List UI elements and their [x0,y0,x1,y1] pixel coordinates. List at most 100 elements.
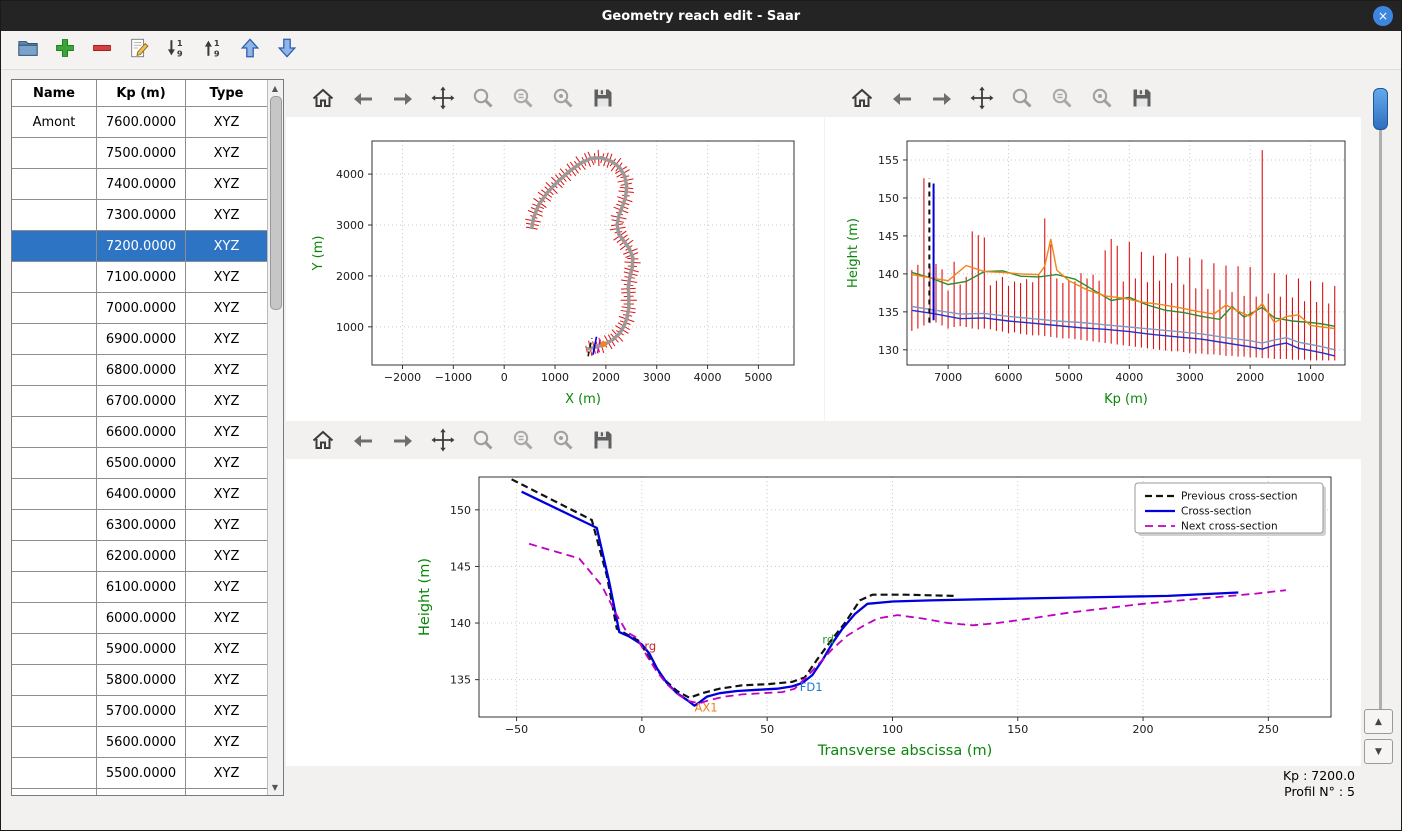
forward-button[interactable] [927,83,957,113]
cell-name: Amont [12,107,97,137]
svg-text:2000: 2000 [592,371,620,384]
cell-kp: 7100.0000 [97,262,186,292]
status-readout: Kp : 7200.0 Profil N° : 5 [1283,768,1355,799]
open-file-icon [17,37,39,63]
cell-name [12,789,97,795]
zoom-button[interactable] [468,83,498,113]
cell-name [12,510,97,540]
scrollbar-down-icon[interactable]: ▼ [271,782,279,792]
table-row[interactable]: 6200.0000 XYZ [12,541,268,572]
zoom-button[interactable] [468,425,498,455]
back-button[interactable] [348,83,378,113]
subplots-button[interactable] [508,83,538,113]
svg-text:0: 0 [638,723,645,736]
table-row[interactable]: 6800.0000 XYZ [12,355,268,386]
longitudinal-profile-plot[interactable]: 7000 6000 5000 4000 3000 2000 1000 130 135 140 145… [825,117,1361,421]
save-button[interactable] [588,83,618,113]
cell-type: XYZ [186,603,268,633]
home-button[interactable] [308,425,338,455]
edit-cross-section-button[interactable] [126,37,152,63]
profile-plot-toolbar [825,79,1383,117]
table-scrollbar-thumb[interactable] [270,96,282,310]
table-row[interactable]: 7100.0000 XYZ [12,262,268,293]
down-arrow-icon: ▼ [1375,746,1382,757]
cell-type: XYZ [186,231,268,261]
subplots-button[interactable] [508,425,538,455]
pan-icon [970,86,994,110]
home-button[interactable] [847,83,877,113]
table-row[interactable]: 6100.0000 XYZ [12,572,268,603]
zoom-button[interactable] [1007,83,1037,113]
customize-button[interactable] [548,83,578,113]
close-icon: × [1377,9,1389,23]
customize-button[interactable] [1087,83,1117,113]
table-row[interactable]: 6000.0000 XYZ [12,603,268,634]
cell-kp: 5900.0000 [97,634,186,664]
cell-name [12,386,97,416]
table-row[interactable]: 6600.0000 XYZ [12,417,268,448]
table-row[interactable]: 6900.0000 XYZ [12,324,268,355]
profile-slider-thumb[interactable] [1373,88,1388,130]
table-header-row: Name Kp (m) Type [12,80,268,107]
cell-kp: 7000.0000 [97,293,186,323]
subplots-button[interactable] [1047,83,1077,113]
table-row[interactable]: 5500.0000 XYZ [12,758,268,789]
column-header-name[interactable]: Name [12,80,97,106]
home-icon [850,86,874,110]
table-row[interactable]: 5700.0000 XYZ [12,696,268,727]
table-row[interactable]: 7500.0000 XYZ [12,138,268,169]
add-cross-section-button[interactable] [52,37,78,63]
save-icon [1130,86,1154,110]
table-row[interactable]: 5600.0000 XYZ [12,727,268,758]
table-row[interactable]: 7300.0000 XYZ [12,200,268,231]
pan-button[interactable] [967,83,997,113]
previous-profile-button[interactable]: ▲ [1364,709,1393,734]
svg-text:50: 50 [760,723,774,736]
table-row[interactable]: 7200.0000 XYZ [12,231,268,262]
back-button[interactable] [348,425,378,455]
table-row[interactable]: 6700.0000 XYZ [12,386,268,417]
forward-button[interactable] [388,425,418,455]
move-up-button[interactable] [237,37,263,63]
subplots-icon [511,86,535,110]
save-button[interactable] [588,425,618,455]
cell-type: XYZ [186,758,268,788]
back-button[interactable] [887,83,917,113]
column-header-type[interactable]: Type [186,80,268,106]
remove-cross-section-button[interactable] [89,37,115,63]
save-button[interactable] [1127,83,1157,113]
profile-slider-track[interactable] [1379,89,1382,711]
cell-type: XYZ [186,355,268,385]
table-row[interactable]: 6500.0000 XYZ [12,448,268,479]
pan-button[interactable] [428,83,458,113]
table-row[interactable]: 5800.0000 XYZ [12,665,268,696]
svg-text:135: 135 [450,674,471,687]
customize-button[interactable] [548,425,578,455]
plan-view-plot[interactable]: −2000 −1000 0 1000 2000 3000 4000 5000 1000 2000 3… [286,117,824,421]
plan-plot-toolbar [286,79,846,117]
cross-section-plot[interactable]: −50 0 50 100 150 200 250 135 140 145 150 Transverse… [286,459,1361,766]
cell-type: XYZ [186,727,268,757]
zoom-icon [1010,86,1034,110]
table-row[interactable]: Amont 7600.0000 XYZ [12,107,268,138]
cell-kp: 7300.0000 [97,200,186,230]
table-row[interactable]: 7000.0000 XYZ [12,293,268,324]
close-button[interactable]: × [1373,6,1393,26]
scrollbar-up-icon[interactable]: ▲ [271,83,279,93]
table-scrollbar[interactable]: ▲ ▼ [267,80,283,795]
next-profile-button[interactable]: ▼ [1364,739,1393,764]
svg-text:−50: −50 [505,723,528,736]
forward-button[interactable] [388,83,418,113]
home-button[interactable] [308,83,338,113]
open-file-button[interactable] [15,37,41,63]
table-row[interactable]: 5900.0000 XYZ [12,634,268,665]
table-row[interactable]: 7400.0000 XYZ [12,169,268,200]
table-row[interactable]: 6300.0000 XYZ [12,510,268,541]
column-header-kp[interactable]: Kp (m) [97,80,186,106]
pan-button[interactable] [428,425,458,455]
move-down-button[interactable] [274,37,300,63]
table-row[interactable]: 6400.0000 XYZ [12,479,268,510]
